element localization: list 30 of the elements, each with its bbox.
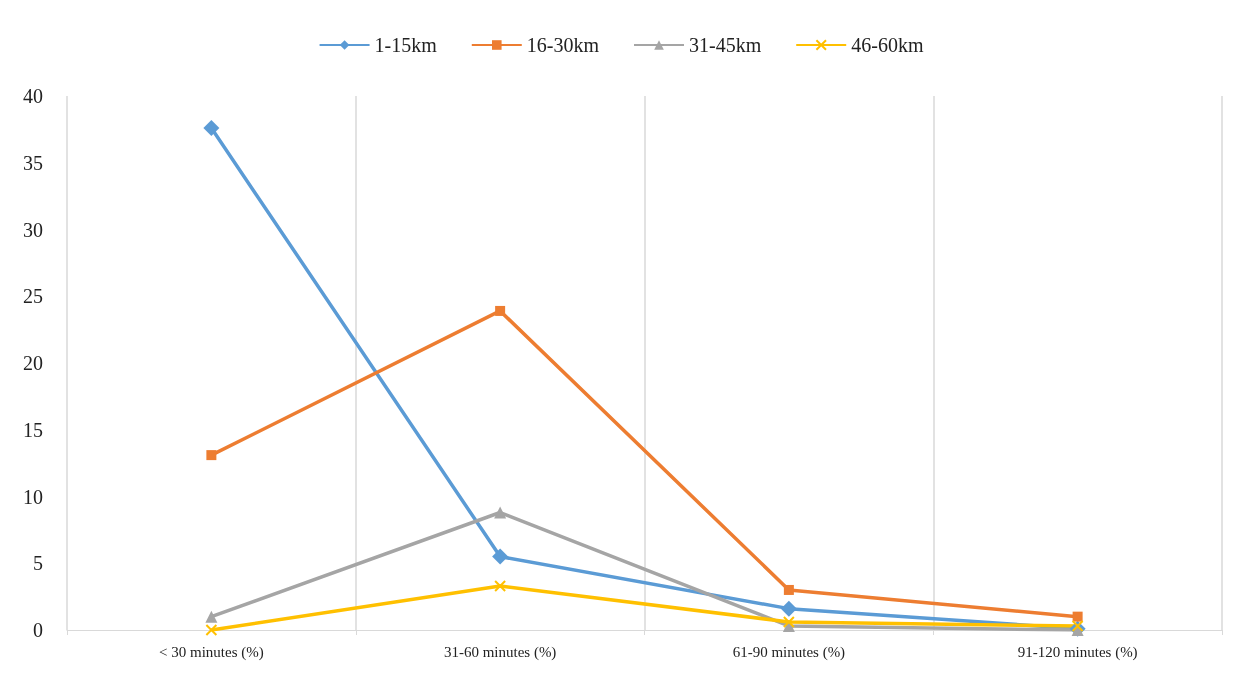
point	[203, 120, 220, 137]
y-tick-label: 20	[23, 352, 43, 374]
y-tick-label: 10	[23, 485, 43, 508]
y-tick-label: 15	[23, 418, 43, 441]
point	[494, 506, 507, 519]
point	[1071, 619, 1084, 632]
y-tick-label: 25	[23, 285, 43, 308]
point	[780, 600, 797, 617]
legend-label: 1-15km	[374, 34, 438, 56]
point	[206, 450, 217, 461]
legend-label: 31-45km	[689, 34, 762, 56]
point	[1072, 611, 1083, 622]
y-tick-label: 35	[23, 151, 43, 174]
point	[495, 305, 506, 316]
y-tick-label: 5	[33, 552, 43, 575]
y-tick-label: 0	[33, 619, 43, 641]
point	[205, 624, 218, 636]
point	[492, 548, 509, 565]
y-tick-label: 40	[23, 85, 43, 107]
point	[783, 584, 794, 595]
legend-label: 16-30km	[526, 34, 600, 56]
x-tick-label: 61-90 minutes (%)	[732, 643, 846, 661]
x-tick-label: 31-60 minutes (%)	[443, 643, 557, 661]
point	[205, 610, 218, 623]
x-tick-label: < 30 minutes (%)	[159, 643, 264, 661]
point	[494, 579, 507, 592]
point	[782, 615, 795, 628]
y-tick-label: 30	[23, 218, 43, 241]
legend-label: 46-60km	[851, 34, 924, 56]
x-tick-label: 91-120 minutes (%)	[1017, 643, 1138, 661]
